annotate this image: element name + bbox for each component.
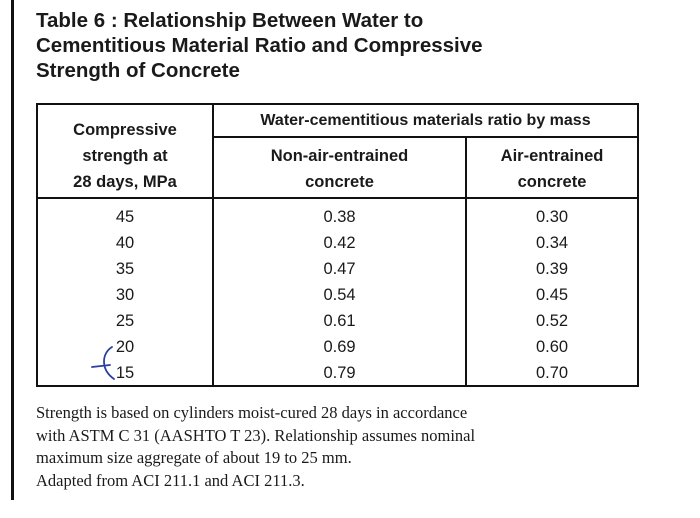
header-non-air-line-1: Non-air-entrained <box>270 147 409 165</box>
col-divider-1 <box>212 105 214 385</box>
note-line-2: with ASTM C 31 (AASHTO T 23). Relationsh… <box>36 425 476 445</box>
handwritten-pen-mark-icon <box>91 346 115 380</box>
group-header-rule <box>212 136 637 138</box>
column-strength: 45 40 35 30 25 20 15 <box>38 204 212 386</box>
header-non-air-line-2: concrete <box>305 173 374 191</box>
header-air-line-2: concrete <box>517 173 587 191</box>
header-strength-line-2: strength at <box>82 147 168 165</box>
table-footnote: Strength is based on cylinders moist-cur… <box>36 402 656 492</box>
table-row-strength: 30 <box>115 286 135 304</box>
page-edge-rule <box>11 0 14 500</box>
note-line-3: maximum size aggregate of about 19 to 25… <box>36 448 352 467</box>
column-non-air-entrained: 0.38 0.42 0.47 0.54 0.61 0.69 0.79 <box>214 204 465 386</box>
header-air-entrained: Air-entrained concrete <box>467 143 637 195</box>
table-title: Table 6 : Relationship Between Water to … <box>36 8 656 83</box>
table-row-non-air: 0.54 <box>323 286 356 304</box>
header-non-air-entrained: Non-air-entrained concrete <box>214 143 465 195</box>
table-row-strength: 40 <box>115 234 135 252</box>
table-row-non-air: 0.38 <box>323 208 356 226</box>
note-line-4: Adapted from ACI 211.1 and ACI 211.3. <box>36 470 305 490</box>
table-row-non-air: 0.79 <box>323 364 356 382</box>
title-line-1: Table 6 : Relationship Between Water to <box>36 9 424 32</box>
table-row-air: 0.45 <box>535 286 569 304</box>
header-group: Water-cementitious materials ratio by ma… <box>260 112 591 129</box>
table-row-strength: 25 <box>115 312 135 330</box>
table-row-strength: 35 <box>115 260 135 278</box>
table-row-air: 0.30 <box>535 208 569 226</box>
col-divider-2 <box>465 137 467 385</box>
header-rule <box>38 197 637 199</box>
header-air-line-1: Air-entrained <box>500 147 604 165</box>
column-air-entrained: 0.30 0.34 0.39 0.45 0.52 0.60 0.70 <box>467 204 637 386</box>
header-strength-line-1: Compressive <box>73 121 177 139</box>
title-line-3: Strength of Concrete <box>36 59 240 82</box>
table-row-strength: 20 <box>115 338 135 356</box>
table-row-non-air: 0.47 <box>323 260 356 278</box>
header-strength-line-3: 28 days, MPa <box>73 173 177 191</box>
table-row-air: 0.60 <box>535 338 569 356</box>
note-line-1: Strength is based on cylinders moist-cur… <box>36 403 468 422</box>
table-row-strength: 15 <box>115 364 135 382</box>
table-row-air: 0.34 <box>535 234 569 252</box>
title-line-2: Cementitious Material Ratio and Compress… <box>36 34 483 57</box>
table-row-strength: 45 <box>115 208 135 226</box>
table-row-air: 0.52 <box>535 312 569 330</box>
ratio-table: Compressive strength at 28 days, MPa Wat… <box>36 103 639 387</box>
table-row-air: 0.70 <box>535 364 569 382</box>
table-row-non-air: 0.42 <box>323 234 356 252</box>
table-row-non-air: 0.61 <box>323 312 356 330</box>
header-strength: Compressive strength at 28 days, MPa <box>38 117 212 195</box>
table-row-non-air: 0.69 <box>323 338 356 356</box>
table-row-air: 0.39 <box>535 260 569 278</box>
